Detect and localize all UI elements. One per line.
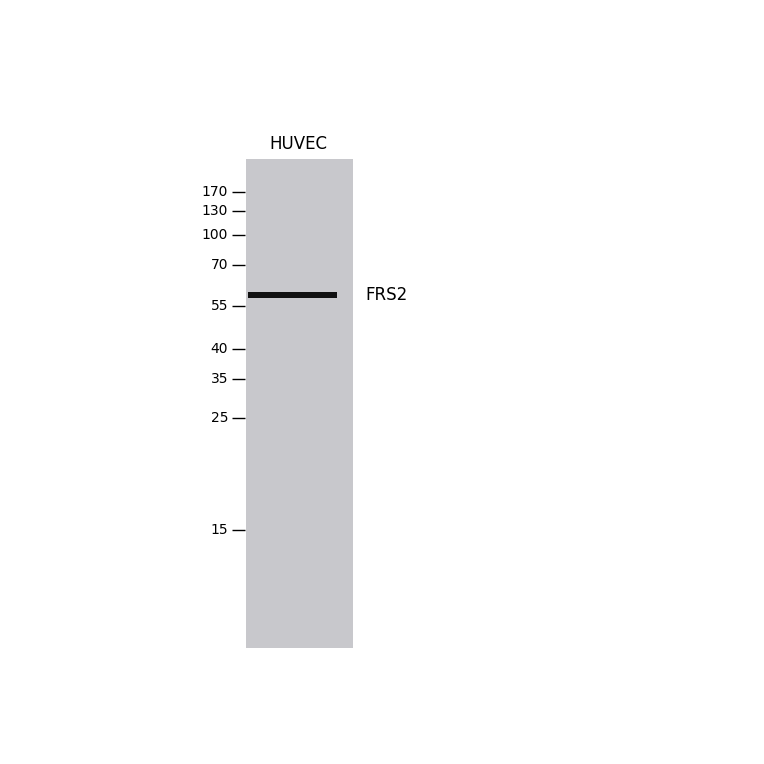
Text: 130: 130 bbox=[202, 203, 228, 218]
Text: 25: 25 bbox=[211, 410, 228, 425]
FancyBboxPatch shape bbox=[248, 292, 337, 297]
Text: 55: 55 bbox=[211, 299, 228, 313]
Text: 170: 170 bbox=[202, 185, 228, 199]
Text: 15: 15 bbox=[211, 523, 228, 537]
Text: 35: 35 bbox=[211, 372, 228, 386]
Text: 70: 70 bbox=[211, 257, 228, 272]
Text: 100: 100 bbox=[202, 228, 228, 242]
FancyBboxPatch shape bbox=[247, 160, 353, 648]
Text: 40: 40 bbox=[211, 342, 228, 356]
Text: HUVEC: HUVEC bbox=[270, 135, 328, 154]
Text: FRS2: FRS2 bbox=[365, 286, 407, 303]
